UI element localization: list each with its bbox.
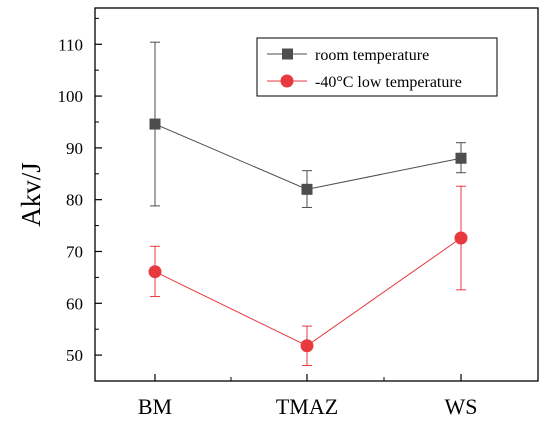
legend-label: -40°C low temperature <box>315 74 462 91</box>
y-axis-label: Akv/J <box>16 162 46 227</box>
data-point <box>301 183 313 195</box>
x-tick-label: WS <box>445 394 478 419</box>
series-line <box>154 123 462 190</box>
data-point <box>455 152 467 164</box>
chart-axes: 50 60 70 80 90 100 110 BM TMAZ WS Akv/J <box>16 7 539 419</box>
legend-marker <box>282 48 293 60</box>
x-tick-label: BM <box>138 394 172 419</box>
data-point <box>300 339 314 353</box>
chart-legend: room temperature -40°C low temperature <box>256 37 498 97</box>
data-point <box>148 265 162 279</box>
y-tick-label: 80 <box>66 191 83 210</box>
x-tick-label: TMAZ <box>276 394 338 419</box>
series-0 <box>149 41 467 208</box>
data-point <box>454 231 468 245</box>
y-tick-label: 110 <box>58 35 83 54</box>
data-point <box>149 118 161 130</box>
y-tick-label: 50 <box>66 346 83 365</box>
legend-marker <box>280 74 294 88</box>
legend-label: room temperature <box>315 47 429 64</box>
y-tick-label: 60 <box>66 294 83 313</box>
plot-frame <box>94 7 539 382</box>
series-line <box>154 237 462 347</box>
y-tick-label: 100 <box>58 87 84 106</box>
chart-series <box>148 41 468 366</box>
series-1 <box>148 185 468 366</box>
legend-box <box>256 37 498 97</box>
y-tick-label: 70 <box>66 242 83 261</box>
y-tick-label: 90 <box>66 139 83 158</box>
